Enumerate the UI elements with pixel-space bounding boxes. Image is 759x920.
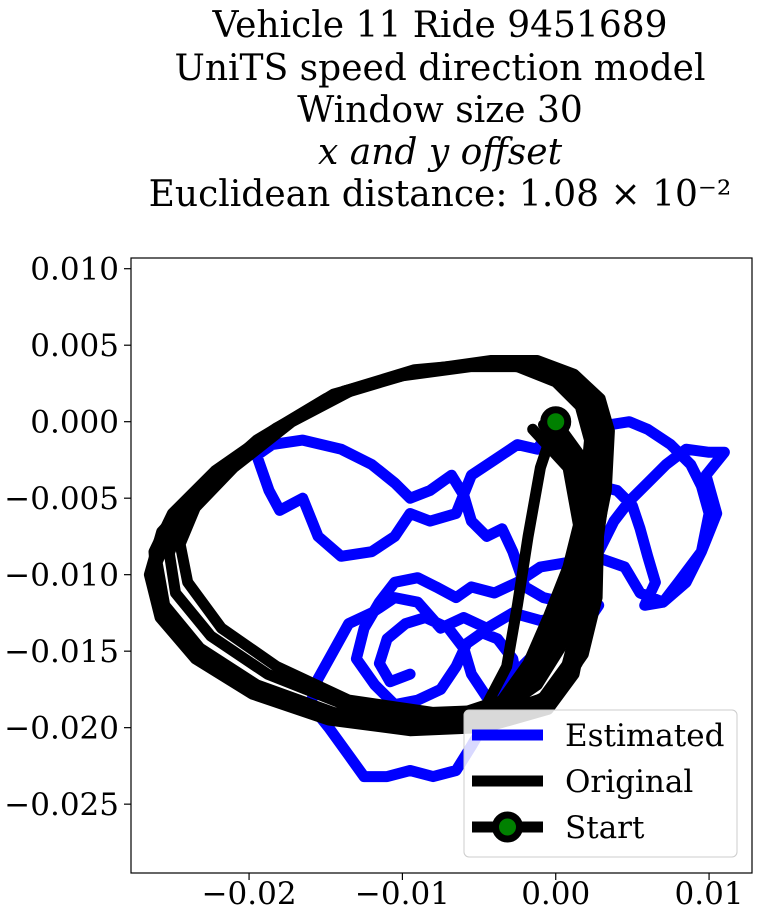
x-tick-label: 0.01 [675,876,744,912]
x-axis: −0.02 −0.01 0.00 0.01 [202,873,744,912]
series-layer [143,355,730,783]
series-original-line-5 [148,358,608,727]
y-tick-label: −0.005 [4,481,119,517]
x-tick-label: −0.02 [202,876,297,912]
y-tick-label: 0.005 [30,328,119,364]
legend-box [463,709,738,858]
start-marker [540,406,572,438]
title-line-4: x and y offset [318,132,563,173]
legend-label: Original [565,764,693,800]
series-estimated-line [251,416,730,783]
legend: Estimated Original Start [463,709,738,858]
legend-label: Start [565,810,645,846]
title-line-3: Window size 30 [297,90,583,131]
legend-item-original: Original [472,764,693,800]
chart-title: Vehicle 11 Ride 9451689 UniTS speed dire… [149,5,732,215]
y-axis: 0.010 0.005 0.000 −0.005 −0.010 −0.015 −0.020 −… [4,252,131,823]
y-tick-label: −0.010 [4,558,119,594]
legend-item-start: Start [472,810,645,846]
legend-item-estimated: Estimated [472,718,724,754]
y-tick-label: 0.000 [30,405,119,441]
start-marker-layer [540,406,572,438]
title-line-1: Vehicle 11 Ride 9451689 [211,5,667,46]
title-line-5: Euclidean distance: 1.08 × 10⁻² [149,174,732,215]
y-tick-label: −0.020 [4,711,119,747]
y-tick-label: 0.010 [30,252,119,288]
x-tick-label: 0.00 [521,876,590,912]
title-line-2: UniTS speed direction model [175,48,706,89]
legend-label: Estimated [565,718,724,754]
legend-marker [492,811,523,843]
plot-frame [130,257,753,874]
y-tick-label: −0.025 [4,787,119,823]
x-tick-label: −0.01 [355,876,450,912]
y-tick-label: −0.015 [4,634,119,670]
